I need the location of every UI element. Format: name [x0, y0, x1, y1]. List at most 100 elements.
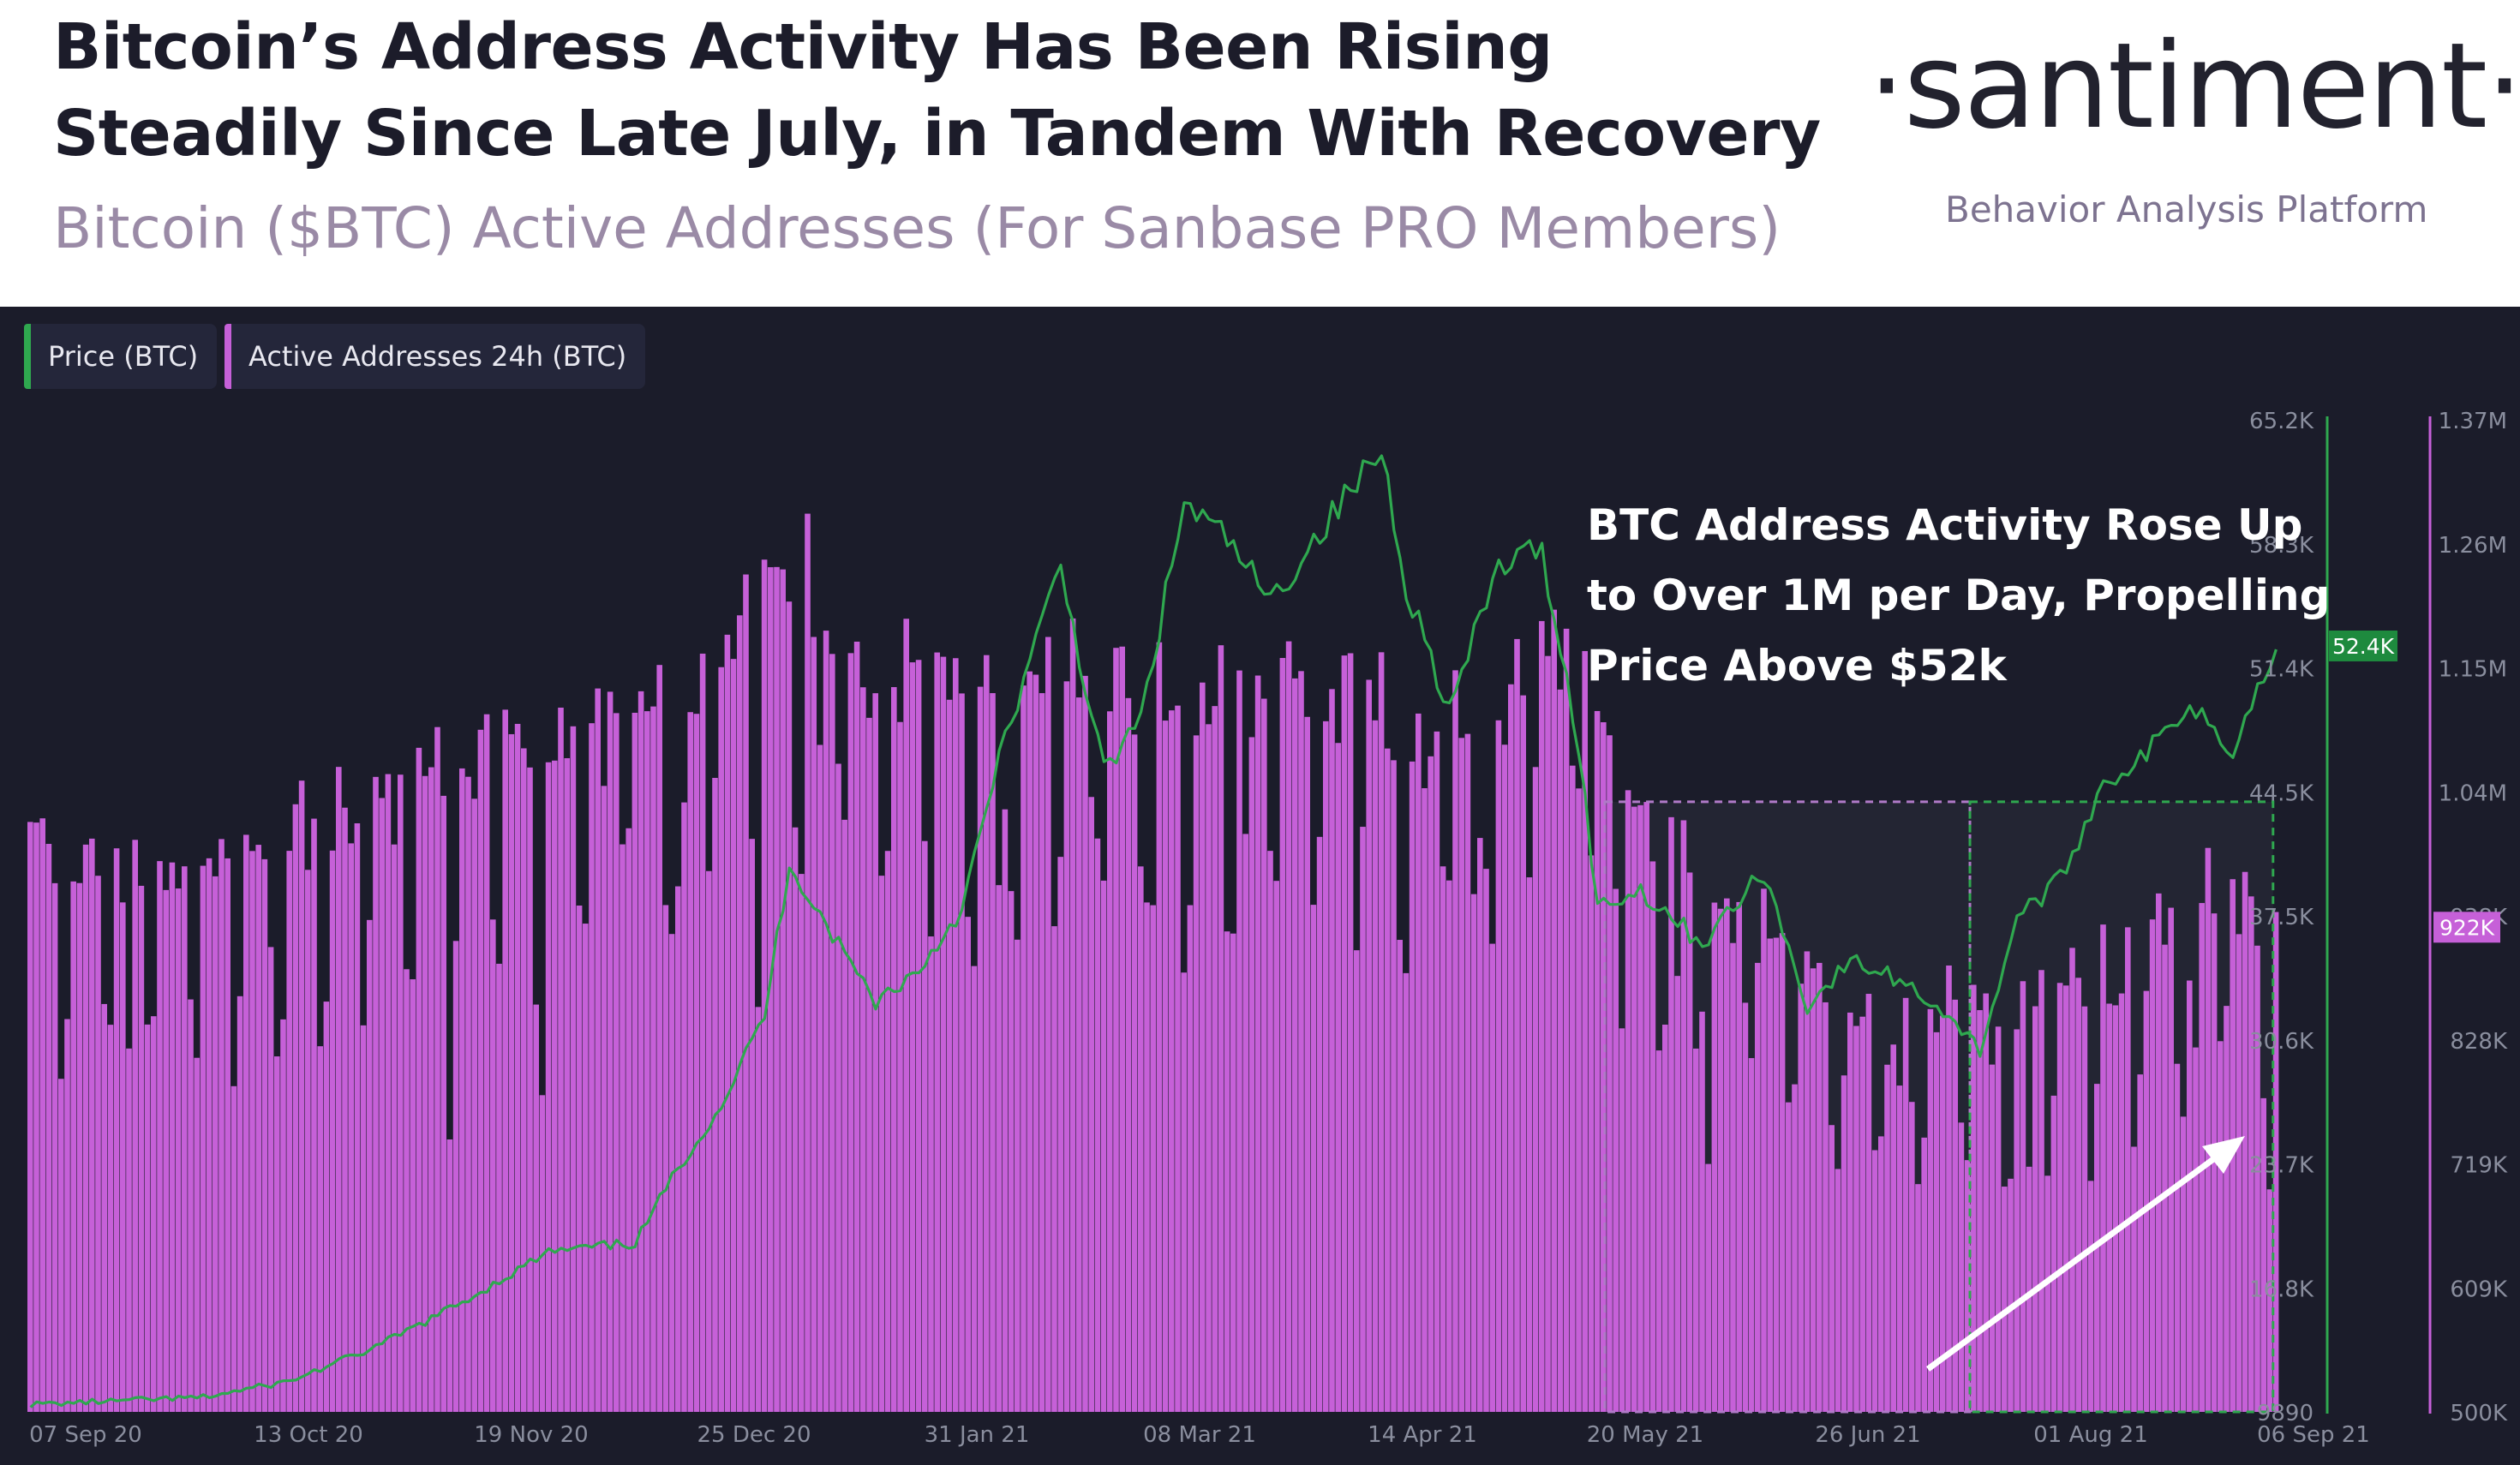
active-addresses-bar: [953, 658, 959, 1412]
santiment-logo: ·santiment·: [1868, 17, 2520, 155]
active-addresses-bar: [1403, 972, 1410, 1412]
active-addresses-bar: [1902, 997, 1909, 1412]
active-addresses-bar: [2106, 1003, 2112, 1412]
active-addresses-bar: [1329, 689, 1335, 1412]
active-addresses-bar: [188, 999, 194, 1412]
active-addresses-bar: [2174, 1063, 2181, 1412]
active-addresses-bar: [1323, 721, 1329, 1412]
active-addresses-bar: [1027, 671, 1033, 1412]
active-addresses-bar: [693, 714, 700, 1412]
active-addresses-bar: [249, 851, 255, 1412]
active-addresses-bar: [194, 1057, 200, 1412]
active-addresses-bar: [132, 840, 138, 1412]
active-addresses-bar: [1218, 645, 1224, 1412]
brand-tagline: Behavior Analysis Platform: [1945, 188, 2428, 230]
active-addresses-bar: [39, 818, 45, 1412]
price-axis-tick-label: 37.5K: [2249, 905, 2314, 930]
x-axis-tick-label: 19 Nov 20: [474, 1422, 588, 1448]
x-axis-tick-label: 06 Sep 21: [2257, 1422, 2370, 1448]
active-addresses-bar: [915, 660, 922, 1412]
active-addresses-bar: [163, 889, 169, 1412]
x-axis-tick-label: 13 Oct 20: [254, 1422, 363, 1448]
active-addresses-bar: [1057, 857, 1063, 1412]
active-addresses-bar: [1341, 655, 1348, 1412]
active-addresses-bar: [2180, 1116, 2187, 1412]
active-addresses-bar: [1292, 678, 1298, 1412]
addresses-axis-tick-label: 1.04M: [2439, 780, 2507, 806]
active-addresses-bar: [1440, 866, 1446, 1412]
active-addresses-bar: [64, 1019, 70, 1412]
active-addresses-bar: [1655, 1050, 1662, 1412]
active-addresses-bar: [1526, 877, 1533, 1412]
active-addresses-bar: [391, 844, 398, 1412]
active-addresses-bar: [1039, 693, 1045, 1412]
active-addresses-bar: [1021, 685, 1027, 1412]
active-addresses-bar: [607, 691, 614, 1412]
active-addresses-bar: [2050, 1095, 2057, 1412]
active-addresses-bar: [1181, 972, 1187, 1412]
active-addresses-bar: [1761, 888, 1767, 1412]
active-addresses-bar: [940, 656, 947, 1412]
active-addresses-bar: [280, 1019, 286, 1412]
active-addresses-bar: [1724, 898, 1730, 1412]
active-addresses-bar: [1434, 731, 1440, 1412]
active-addresses-bar: [1563, 628, 1570, 1412]
active-addresses-bar: [1076, 697, 1082, 1412]
active-addresses-bar: [1625, 790, 1631, 1412]
legend-addresses-swatch: [224, 324, 231, 389]
active-addresses-bar: [1224, 931, 1230, 1412]
price-axis-tick-label: 58.3K: [2249, 533, 2314, 559]
active-addresses-bar: [1693, 1048, 1699, 1412]
active-addresses-bar: [990, 693, 996, 1412]
legend-price-swatch: [24, 324, 31, 389]
active-addresses-bar: [934, 652, 940, 1412]
addresses-axis-tick-label: 828K: [2450, 1029, 2508, 1055]
active-addresses-bar: [823, 631, 829, 1412]
active-addresses-bar: [379, 798, 385, 1412]
active-addresses-bar: [373, 776, 379, 1412]
x-axis-tick-label: 31 Jan 21: [925, 1422, 1030, 1448]
active-addresses-bar: [564, 757, 570, 1412]
active-addresses-bar: [1896, 1085, 1903, 1412]
chart-subtitle: Bitcoin ($BTC) Active Addresses (For San…: [53, 195, 1781, 261]
active-addresses-bar: [224, 858, 230, 1412]
active-addresses-bar: [27, 822, 33, 1412]
active-addresses-bar: [2187, 980, 2193, 1412]
active-addresses-bar: [1736, 901, 1742, 1412]
active-addresses-bar: [33, 822, 39, 1412]
active-addresses-bar: [884, 851, 891, 1412]
legend-item-price[interactable]: Price (BTC): [24, 324, 218, 389]
active-addresses-bar: [2242, 871, 2248, 1412]
legend-item-active-addresses[interactable]: Active Addresses 24h (BTC): [224, 324, 646, 389]
active-addresses-bar: [922, 840, 928, 1412]
active-addresses-bar: [82, 844, 89, 1412]
active-addresses-bar: [1576, 788, 1582, 1412]
active-addresses-bar: [2143, 990, 2150, 1412]
chart-plot: 65.2K 58.3K 51.4K 44.5K 37.5K 30.6K 23.7K 16.8K…: [27, 409, 2508, 1448]
active-addresses-bar: [267, 947, 274, 1412]
active-addresses-bar: [367, 919, 373, 1412]
active-addresses-bar: [329, 850, 336, 1412]
active-addresses-bar: [182, 866, 188, 1412]
active-addresses-bar: [298, 780, 305, 1412]
active-addresses-bar: [107, 1025, 114, 1412]
active-addresses-bar: [2032, 1006, 2038, 1412]
active-addresses-bar: [483, 714, 490, 1412]
x-axis-tick-label: 20 May 21: [1587, 1422, 1703, 1448]
active-addresses-bar: [558, 707, 564, 1412]
active-addresses-bar: [58, 1079, 64, 1412]
active-addresses-bar: [1144, 902, 1150, 1412]
active-addresses-bar: [2014, 1029, 2020, 1412]
active-addresses-bar: [120, 902, 126, 1412]
active-addresses-bar: [1835, 1169, 1841, 1412]
active-addresses-bar: [1416, 713, 1422, 1412]
active-addresses-bar: [1464, 733, 1471, 1412]
active-addresses-bar: [1422, 788, 1428, 1412]
active-addresses-bar: [1391, 760, 1397, 1412]
active-addresses-bar: [984, 655, 990, 1412]
active-addresses-bar: [1162, 721, 1169, 1412]
active-addresses-bar: [521, 748, 527, 1412]
active-addresses-bar: [1254, 675, 1261, 1412]
active-addresses-bar: [768, 567, 774, 1412]
addresses-axis-tick-label: 1.37M: [2439, 409, 2507, 434]
